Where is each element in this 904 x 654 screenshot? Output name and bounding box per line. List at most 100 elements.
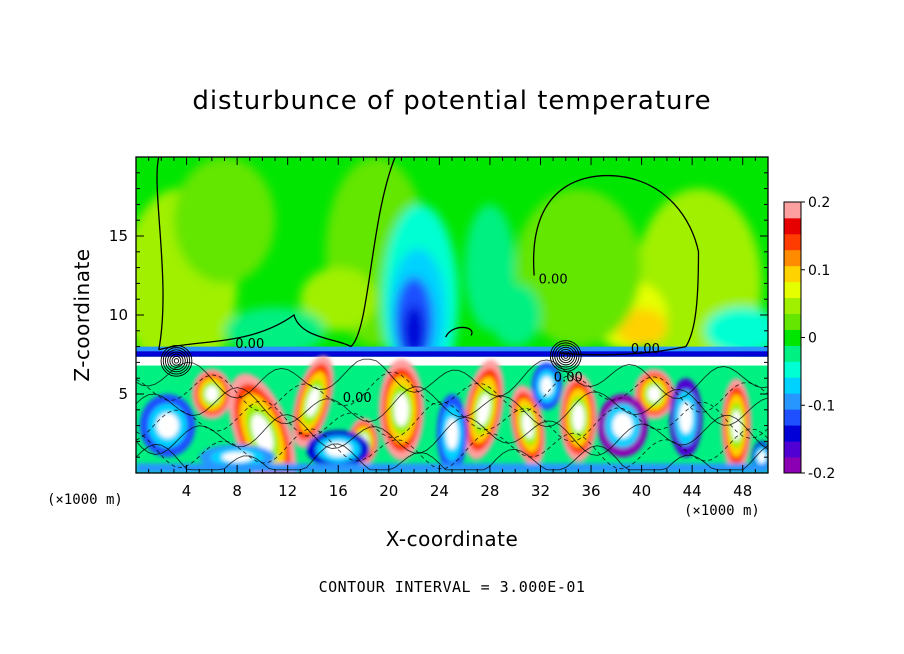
eddy-ring [647, 385, 661, 403]
field-blob [300, 267, 377, 331]
cold-eddy [540, 376, 553, 396]
x-axis-label: X-coordinate [385, 527, 519, 551]
eddy-ring [394, 393, 409, 426]
colorbar-swatch [784, 409, 801, 426]
cold-eddy [325, 441, 351, 457]
x-tick-label: 24 [430, 482, 449, 500]
x-tick-label: 12 [278, 482, 297, 500]
contour-label: 0.00 [235, 337, 264, 352]
contour-line [136, 400, 768, 442]
colorbar-swatch [784, 297, 801, 314]
cold-eddy [679, 401, 693, 434]
contour-line [559, 345, 686, 356]
cold-eddy [221, 452, 253, 463]
chart-title: disturbunce of potential temperature [192, 86, 712, 116]
x-tick-label: 40 [632, 482, 651, 500]
interface-band-inner [136, 351, 768, 357]
lower-eddies [136, 355, 768, 473]
x-unit-label-right: (×1000 m) [684, 503, 760, 519]
colorbar-tick-label: 0.1 [808, 263, 830, 279]
colorbar-tick-label: -0.1 [808, 398, 835, 414]
bottom-band [136, 463, 768, 473]
field-blob [489, 283, 541, 347]
contour-line [136, 371, 768, 413]
contour-line [136, 428, 768, 470]
colorbar-swatch [784, 425, 801, 442]
contour-line [136, 386, 768, 428]
contour-cluster [160, 344, 193, 377]
contour-cluster [563, 353, 569, 359]
eddy-ring [306, 387, 320, 417]
contour-line [533, 174, 700, 347]
colorbar-swatch [784, 361, 801, 378]
contour-cluster [171, 355, 182, 366]
colorbar-swatch [784, 202, 801, 219]
field-blob [616, 308, 667, 347]
contour-cluster [552, 342, 580, 370]
contour-cluster [556, 346, 576, 366]
colorbar-swatch [784, 329, 801, 346]
field-blob [224, 307, 326, 355]
field-blob [515, 188, 642, 347]
contour-cluster [558, 349, 573, 364]
colorbar-tick-label: 0.2 [808, 195, 830, 211]
x-tick-label: 4 [182, 482, 192, 500]
x-tick-label: 48 [733, 482, 752, 500]
contour-line [158, 313, 352, 351]
interface-white [136, 356, 768, 366]
contour-label: 0.00 [539, 272, 568, 287]
colorbar-tick-label: -0.2 [808, 466, 835, 482]
contour-line [445, 326, 473, 338]
field-blob [173, 157, 276, 284]
eddy-ring [251, 414, 274, 453]
y-tick-label: 15 [109, 227, 128, 245]
contour-label: 0.00 [343, 391, 372, 406]
x-tick-label: 16 [329, 482, 348, 500]
y-tick-label: 5 [118, 385, 128, 403]
x-tick-label: 20 [379, 482, 398, 500]
contour-cluster [554, 344, 578, 368]
colorbar-swatch [784, 393, 801, 410]
x-tick-label: 32 [531, 482, 550, 500]
colorbar-swatch [784, 457, 801, 474]
contour-cluster [560, 351, 571, 361]
contour-line [136, 414, 768, 456]
colorbar: 0.2 0.1 0 -0.1 -0.2 [783, 195, 835, 482]
x-tick-label: 36 [581, 482, 600, 500]
eddy-ring [522, 412, 534, 439]
field-blob [704, 307, 768, 355]
eddy-ring [572, 403, 585, 432]
eddy-ring [476, 393, 491, 426]
contour-label: 0.00 [631, 342, 660, 357]
contour-cluster [162, 347, 191, 375]
contour-cluster [169, 353, 184, 368]
colorbar-swatch [784, 281, 801, 299]
colorbar-swatch [784, 313, 801, 330]
colorbar-swatch [784, 265, 801, 283]
colorbar-swatch [784, 217, 801, 235]
x-unit-label-left: (×1000 m) [47, 492, 123, 508]
y-tick-label: 10 [109, 306, 128, 324]
eddy-ring [731, 410, 742, 441]
contour-label: 0.00 [554, 370, 583, 385]
contour-interval-note: CONTOUR INTERVAL = 3.000E-01 [318, 578, 586, 596]
cold-eddy [757, 450, 766, 464]
field-blob [403, 305, 425, 357]
contour-cluster [549, 340, 582, 372]
colorbar-swatch [784, 249, 801, 267]
contour-lines: 0.00 0.00 0.00 0.00 0.00 [136, 157, 768, 471]
contour-line [136, 358, 768, 399]
colorbar-swatch [784, 377, 801, 394]
colorbar-swatch [784, 345, 801, 362]
contour-line [156, 157, 164, 350]
cold-eddy [156, 412, 179, 439]
cold-eddy [445, 417, 459, 450]
colorbar-swatch [784, 441, 801, 458]
x-tick-label: 44 [683, 482, 702, 500]
contour-line [350, 157, 396, 348]
colorbar-tick-label: 0 [808, 331, 817, 347]
contour-cluster [164, 349, 188, 373]
